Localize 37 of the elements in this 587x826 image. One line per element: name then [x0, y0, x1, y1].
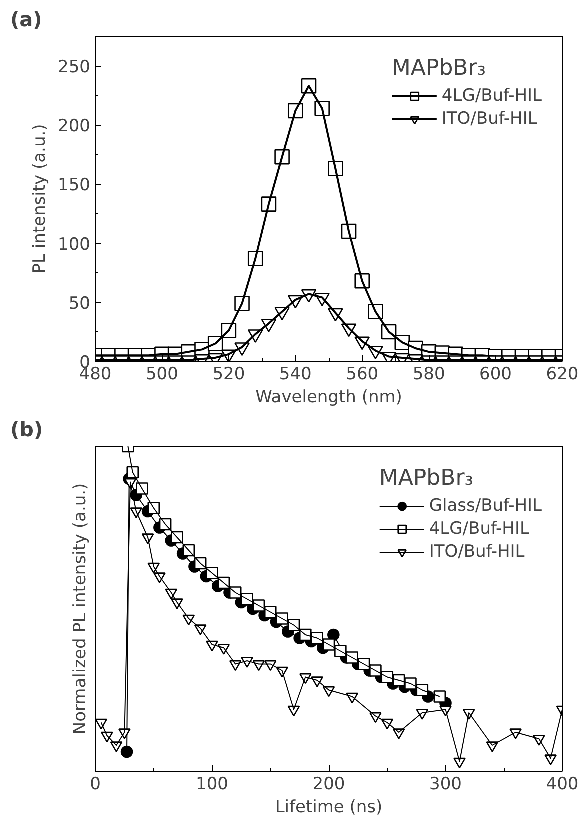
- chart-title: (a): [10, 8, 42, 32]
- y-tick-label: 150: [58, 176, 91, 196]
- legend-label: 4LG/Buf-HIL: [429, 519, 530, 539]
- x-tick-label: 540: [279, 364, 312, 384]
- chart-title: (b): [10, 418, 44, 442]
- x-tick-label: 400: [546, 774, 579, 794]
- y-tick-label: 200: [58, 116, 91, 137]
- legend-label: 4LG/Buf-HIL: [442, 86, 542, 106]
- x-tick-label: 300: [430, 774, 462, 794]
- point: [416, 684, 429, 696]
- point: [381, 671, 394, 684]
- point: [434, 690, 446, 703]
- x-tick-label: 600: [480, 364, 512, 384]
- point: [96, 718, 108, 730]
- legend-title: MAPbBr₃: [379, 466, 475, 491]
- point: [322, 638, 336, 651]
- legend-label: ITO/Buf-HIL: [442, 109, 538, 129]
- point: [404, 678, 417, 690]
- x-tick-label: 580: [412, 364, 446, 384]
- y-axis-title: Normalized PL intensity (a.u.): [70, 483, 90, 735]
- point: [120, 746, 134, 758]
- legend-title: MAPbBr₃: [392, 56, 488, 81]
- y-tick-label: 50: [68, 294, 91, 314]
- y-axis-title: PL intensity (a.u.): [30, 124, 50, 274]
- x-tick-label: 620: [546, 364, 579, 384]
- x-tick-label: 500: [146, 364, 178, 384]
- x-tick-label: 520: [212, 364, 246, 384]
- x-tick-label: 200: [312, 774, 346, 794]
- y-tick-label: 250: [58, 58, 91, 78]
- x-tick-label: 100: [196, 774, 228, 794]
- point: [126, 466, 140, 479]
- y-tick-label: 100: [58, 234, 91, 255]
- x-axis-title: Lifetime (ns): [275, 798, 383, 818]
- x-axis-title: Wavelength (nm): [256, 388, 402, 408]
- legend-label: ITO/Buf-HIL: [429, 542, 525, 562]
- x-tick-label: 560: [346, 364, 379, 384]
- legend-label: Glass/Buf-HIL: [429, 496, 542, 516]
